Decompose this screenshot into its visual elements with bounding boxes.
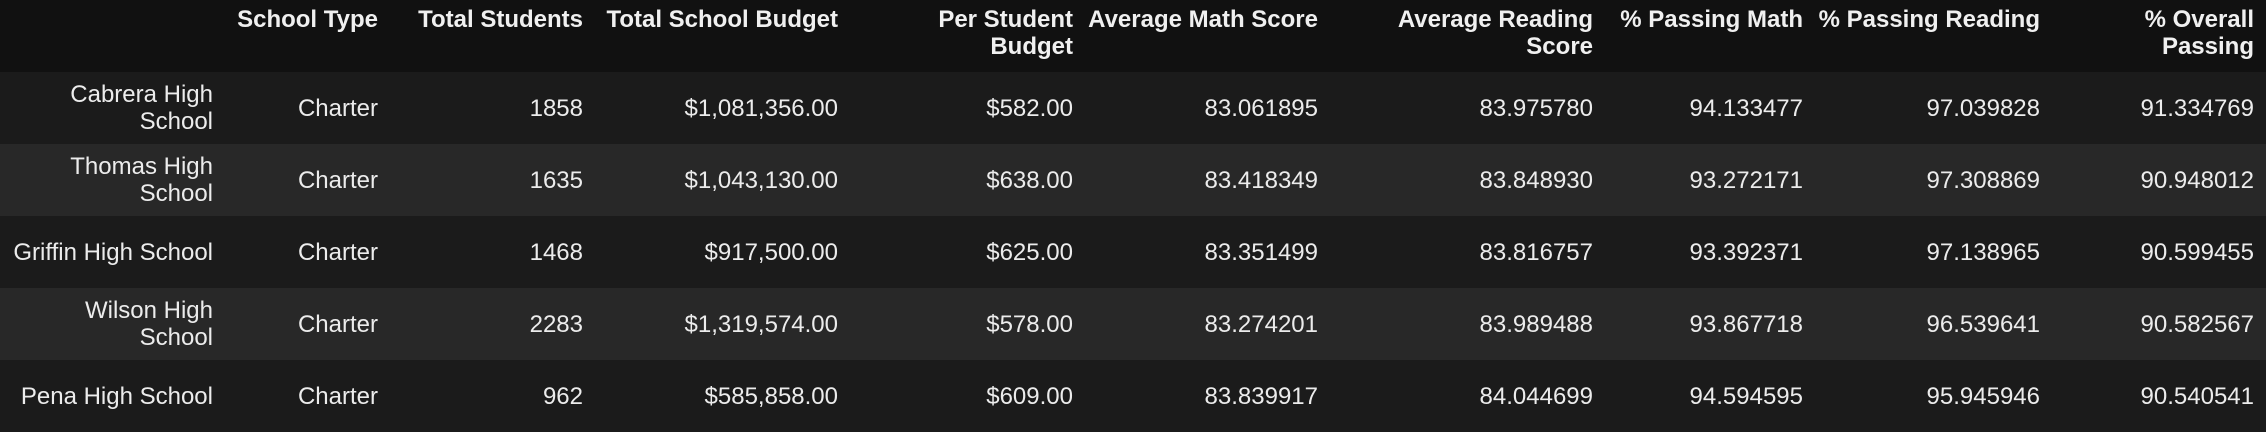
cell-total-school-budget: $1,043,130.00 (684, 166, 838, 194)
table-row: Griffin High School Charter 1468 $917,50… (0, 216, 2266, 288)
cell-passing-math: 93.272171 (1689, 166, 1803, 194)
cell-per-student-budget: $578.00 (986, 310, 1073, 338)
table-row: Wilson High School Charter 2283 $1,319,5… (0, 288, 2266, 360)
cell-passing-math: 94.594595 (1689, 382, 1803, 410)
column-header-passing-reading: % Passing Reading (1818, 6, 2040, 33)
cell-overall-passing: 90.599455 (2140, 238, 2254, 266)
cell-total-students: 1635 (529, 166, 583, 194)
cell-passing-reading: 97.308869 (1926, 166, 2040, 194)
table-header: School Type Total Students Total School … (0, 0, 2266, 72)
table-body: Cabrera High School Charter 1858 $1,081,… (0, 72, 2266, 432)
cell-per-student-budget: $625.00 (986, 238, 1073, 266)
cell-school-type: Charter (297, 166, 378, 194)
cell-passing-math: 94.133477 (1689, 94, 1803, 122)
column-header-total-students: Total Students (418, 6, 583, 33)
cell-total-school-budget: $1,081,356.00 (684, 94, 838, 122)
header-row: School Type Total Students Total School … (0, 0, 2266, 72)
cell-school-type: Charter (297, 94, 378, 122)
cell-school-type: Charter (297, 382, 378, 410)
column-header-total-school-budget: Total School Budget (606, 6, 838, 33)
cell-passing-reading: 97.138965 (1926, 238, 2040, 266)
column-header-overall-passing: % Overall Passing (2144, 6, 2254, 60)
cell-school-type: Charter (297, 238, 378, 266)
cell-total-students: 1468 (529, 238, 583, 266)
cell-average-math-score: 83.839917 (1204, 382, 1318, 410)
cell-total-school-budget: $1,319,574.00 (684, 310, 838, 338)
table-row: Pena High School Charter 962 $585,858.00… (0, 360, 2266, 432)
cell-average-reading-score: 83.975780 (1479, 94, 1593, 122)
column-header-school-type: School Type (237, 6, 378, 33)
cell-per-student-budget: $609.00 (986, 382, 1073, 410)
cell-overall-passing: 90.582567 (2140, 310, 2254, 338)
cell-school-type: Charter (297, 310, 378, 338)
cell-total-school-budget: $585,858.00 (704, 382, 838, 410)
column-header-passing-math: % Passing Math (1620, 6, 1803, 33)
cell-overall-passing: 91.334769 (2140, 94, 2254, 122)
cell-per-student-budget: $582.00 (986, 94, 1073, 122)
index-header (0, 0, 225, 72)
cell-average-reading-score: 83.816757 (1479, 238, 1593, 266)
cell-total-students: 1858 (529, 94, 583, 122)
column-header-per-student-budget: Per Student Budget (938, 6, 1073, 60)
cell-overall-passing: 90.948012 (2140, 166, 2254, 194)
cell-passing-math: 93.867718 (1689, 310, 1803, 338)
row-label-school: Thomas High School (70, 153, 213, 207)
cell-average-math-score: 83.274201 (1204, 310, 1318, 338)
cell-total-school-budget: $917,500.00 (704, 238, 838, 266)
table-row: Thomas High School Charter 1635 $1,043,1… (0, 144, 2266, 216)
cell-total-students: 962 (542, 382, 583, 410)
cell-average-math-score: 83.061895 (1204, 94, 1318, 122)
cell-passing-reading: 96.539641 (1926, 310, 2040, 338)
cell-average-math-score: 83.351499 (1204, 238, 1318, 266)
cell-overall-passing: 90.540541 (2140, 382, 2254, 410)
cell-average-reading-score: 83.848930 (1479, 166, 1593, 194)
cell-average-math-score: 83.418349 (1204, 166, 1318, 194)
row-label-school: Pena High School (20, 382, 213, 410)
cell-total-students: 2283 (529, 310, 583, 338)
cell-average-reading-score: 83.989488 (1479, 310, 1593, 338)
row-label-school: Griffin High School (13, 238, 213, 266)
cell-per-student-budget: $638.00 (986, 166, 1073, 194)
table-row: Cabrera High School Charter 1858 $1,081,… (0, 72, 2266, 144)
column-header-average-reading-score: Average Reading Score (1397, 6, 1593, 60)
cell-passing-reading: 97.039828 (1926, 94, 2040, 122)
row-label-school: Cabrera High School (70, 81, 213, 135)
column-header-average-math-score: Average Math Score (1088, 6, 1318, 33)
cell-passing-reading: 95.945946 (1926, 382, 2040, 410)
row-label-school: Wilson High School (84, 297, 213, 351)
cell-average-reading-score: 84.044699 (1479, 382, 1593, 410)
cell-passing-math: 93.392371 (1689, 238, 1803, 266)
